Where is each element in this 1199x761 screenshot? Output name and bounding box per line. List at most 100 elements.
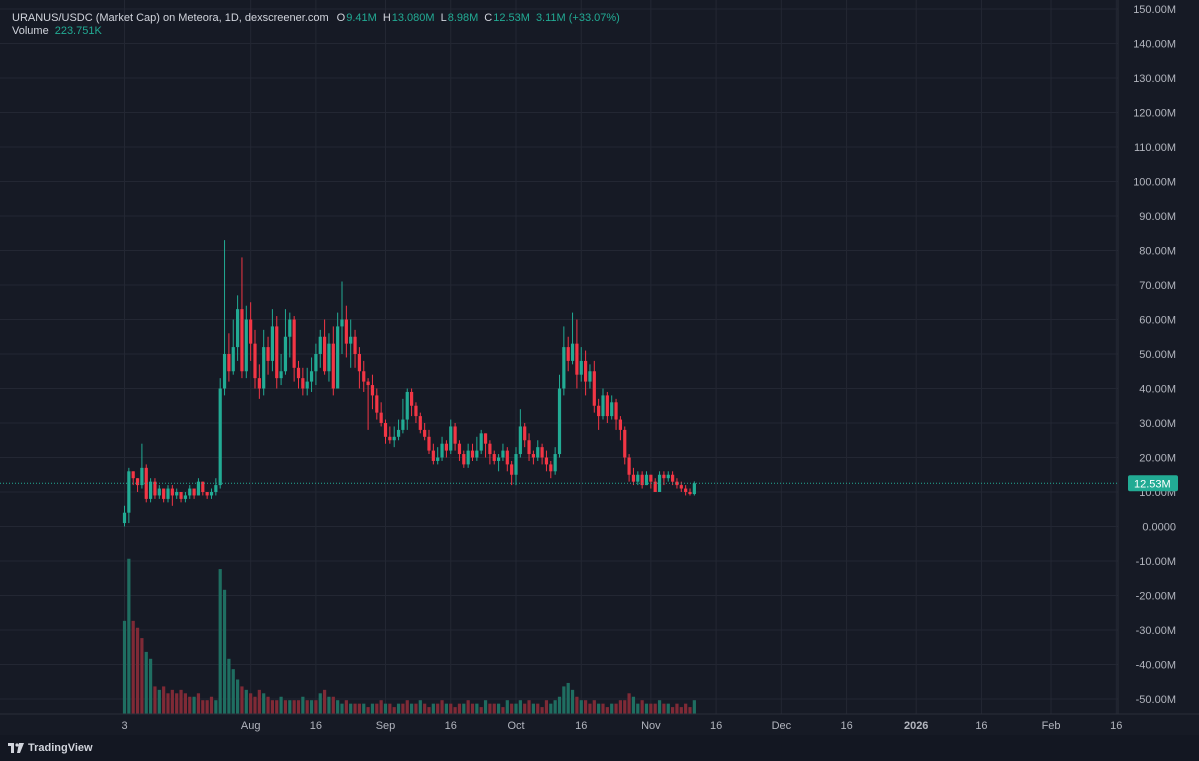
volume-bar [566, 682, 570, 714]
tradingview-logo[interactable]: TradingView [8, 742, 93, 754]
candle-body [388, 436, 392, 441]
y-tick-label: 70.00M [1139, 280, 1176, 292]
x-tick-label: 16 [445, 720, 457, 732]
candle-body [692, 483, 696, 495]
candle-body [336, 326, 340, 389]
volume-bar [570, 689, 575, 714]
volume-bar [262, 693, 266, 714]
candle-body [605, 395, 609, 417]
candle-body [579, 360, 583, 375]
candle-body [679, 485, 683, 489]
volume-bar [340, 703, 344, 714]
price-axis[interactable]: 150.00M 140.00M 130.00M 120.00M 110.00M 100.0… [1133, 4, 1176, 706]
volume-bar [410, 703, 414, 714]
ohlc-row: URANUS/USDC (Market Cap) on Meteora, 1D,… [12, 12, 626, 25]
volume-bar [170, 689, 174, 714]
candle-body [505, 450, 509, 465]
last-price-tag-label: 12.53M [1134, 478, 1171, 490]
candle-body [288, 319, 292, 337]
candle-body [301, 378, 305, 389]
candle-body [553, 454, 557, 472]
volume-bar [323, 689, 327, 714]
candle-body [440, 443, 444, 458]
volume-bar [366, 707, 370, 714]
candle-body [557, 388, 562, 455]
symbol-title[interactable]: URANUS/USDC (Market Cap) on Meteora, 1D,… [12, 12, 329, 24]
volume-bar [514, 703, 518, 714]
y-tick-label: 0.0000 [1142, 522, 1176, 534]
candle-body [562, 347, 566, 389]
candle-body [370, 385, 375, 396]
volume-label[interactable]: Volume [12, 25, 49, 37]
volume-bar [379, 700, 383, 714]
volume-bar [222, 589, 227, 714]
candle-body [610, 402, 614, 417]
volume-bar [166, 693, 170, 714]
candle-body [327, 343, 331, 372]
volume-bar [549, 703, 553, 714]
candle-body [657, 474, 662, 492]
candle-body [349, 336, 353, 344]
candle-body [379, 412, 383, 423]
volume-bar [196, 693, 201, 714]
candle-body [531, 454, 535, 458]
volume-bars [122, 558, 696, 714]
candle-body [392, 436, 396, 441]
volume-bar [127, 558, 131, 714]
volume-bar [135, 627, 140, 714]
candle-body [666, 474, 670, 479]
x-tick-label: Nov [641, 720, 661, 732]
volume-bar [257, 689, 261, 714]
volume-bar [531, 703, 535, 714]
volume-bar [236, 679, 240, 714]
candle-body [279, 371, 283, 379]
volume-bar [618, 700, 622, 714]
candle-body [640, 474, 644, 486]
candle-body [201, 481, 205, 492]
candle-body [231, 347, 235, 372]
candle-body [688, 492, 692, 495]
volume-row: Volume 223.751K [12, 25, 626, 38]
candle-body [179, 492, 183, 499]
volume-bar [662, 703, 666, 714]
volume-bar [466, 700, 470, 714]
time-axis[interactable]: 3 Aug 16 Sep 16 Oct 16 Nov 16 Dec 16 2026 16 Feb 16 [121, 720, 1122, 732]
candle-body [153, 481, 157, 496]
volume-bar [353, 703, 357, 714]
candle-body [353, 336, 357, 354]
price-axis-bg[interactable] [1118, 0, 1199, 714]
y-tick-label: -30.00M [1136, 625, 1176, 637]
volume-bar [305, 700, 309, 714]
candle-body [671, 474, 675, 482]
candle-body [249, 319, 253, 344]
chart-grid [0, 0, 1118, 714]
volume-bar [601, 703, 605, 714]
volume-bar [679, 707, 683, 714]
y-tick-label: 30.00M [1139, 418, 1176, 430]
x-tick-label: Aug [241, 720, 261, 732]
time-axis-bg[interactable] [0, 714, 1199, 736]
volume-bar [392, 707, 396, 714]
candle-body [536, 447, 540, 458]
candle-body [431, 450, 435, 461]
volume-bar [144, 651, 148, 714]
candle-body [401, 419, 405, 430]
volume-bar [131, 620, 135, 714]
candle-body [631, 474, 636, 482]
candle-body [162, 488, 166, 499]
candle-body [575, 343, 579, 375]
volume-bar [179, 689, 183, 714]
volume-bar [296, 700, 301, 714]
change-value: 3.11M (+33.07%) [535, 12, 620, 24]
candle-body [675, 481, 679, 486]
volume-bar [644, 703, 649, 714]
close-value: 12.53M [493, 12, 530, 24]
high-label: H [382, 12, 391, 24]
volume-bar [501, 707, 505, 714]
volume-bar [518, 700, 522, 714]
candle-body [427, 436, 431, 451]
candle-body [192, 488, 196, 496]
volume-bar [610, 703, 614, 714]
candle-body [131, 471, 135, 479]
